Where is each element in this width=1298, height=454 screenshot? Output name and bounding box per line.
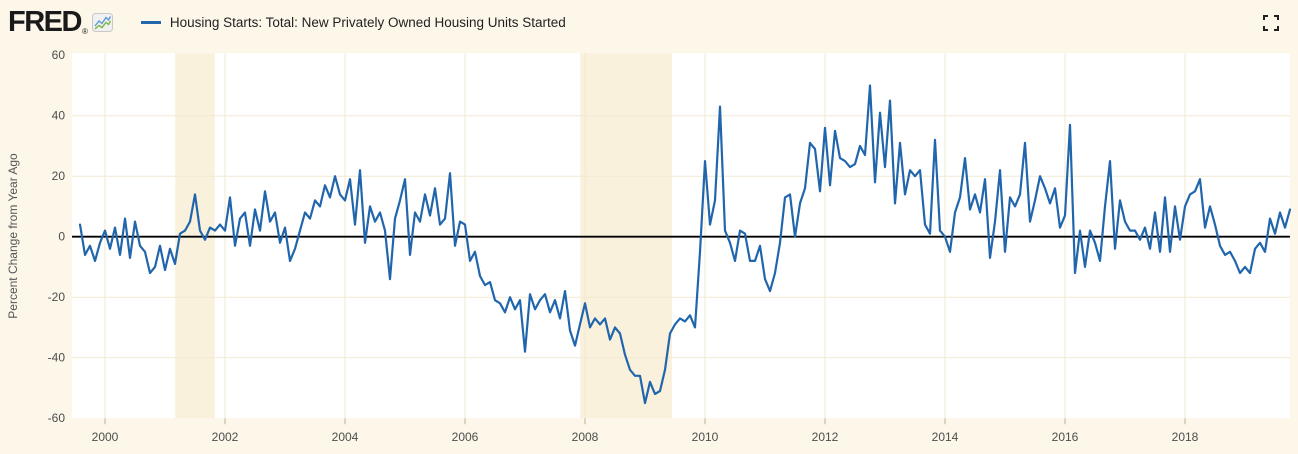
- x-tick-label: 2006: [452, 430, 479, 444]
- fred-logo[interactable]: FRED ®: [8, 8, 113, 37]
- legend: Housing Starts: Total: New Privately Own…: [140, 15, 566, 30]
- x-tick-label: 2008: [572, 430, 599, 444]
- recession-band: [175, 53, 215, 419]
- legend-line-swatch: [140, 21, 161, 24]
- fullscreen-expand-icon: [1263, 14, 1279, 31]
- y-tick-label: 60: [52, 48, 66, 62]
- x-tick-label: 2016: [1052, 430, 1079, 444]
- x-tick-label: 2002: [212, 430, 239, 444]
- legend-label: Housing Starts: Total: New Privately Own…: [169, 15, 566, 30]
- fred-logo-text: FRED: [8, 6, 82, 38]
- y-tick-label: -40: [48, 351, 66, 365]
- x-tick-label: 2004: [332, 430, 359, 444]
- x-tick-label: 2010: [692, 430, 719, 444]
- registered-mark: ®: [81, 27, 88, 36]
- y-axis-title: Percent Change from Year Ago: [6, 153, 20, 319]
- line-chart-icon: [91, 13, 113, 37]
- data-line-housing-starts[interactable]: [78, 84, 1292, 405]
- x-tick-label: 2014: [932, 430, 959, 444]
- x-tick-label: 2018: [1172, 430, 1199, 444]
- recession-band: [580, 53, 672, 419]
- y-tick-label: 40: [52, 109, 66, 123]
- x-tick-label: 2012: [812, 430, 839, 444]
- y-tick-label: -60: [48, 411, 66, 425]
- x-tick-label: 2000: [92, 430, 119, 444]
- y-tick-label: 20: [52, 169, 66, 183]
- y-tick-label: -20: [48, 290, 66, 304]
- plot-area: [72, 53, 1290, 419]
- y-tick-label: 0: [58, 230, 65, 244]
- chart-header: FRED ® Housing Starts: Total: New Privat…: [0, 0, 1298, 45]
- fullscreen-button[interactable]: [1260, 12, 1282, 34]
